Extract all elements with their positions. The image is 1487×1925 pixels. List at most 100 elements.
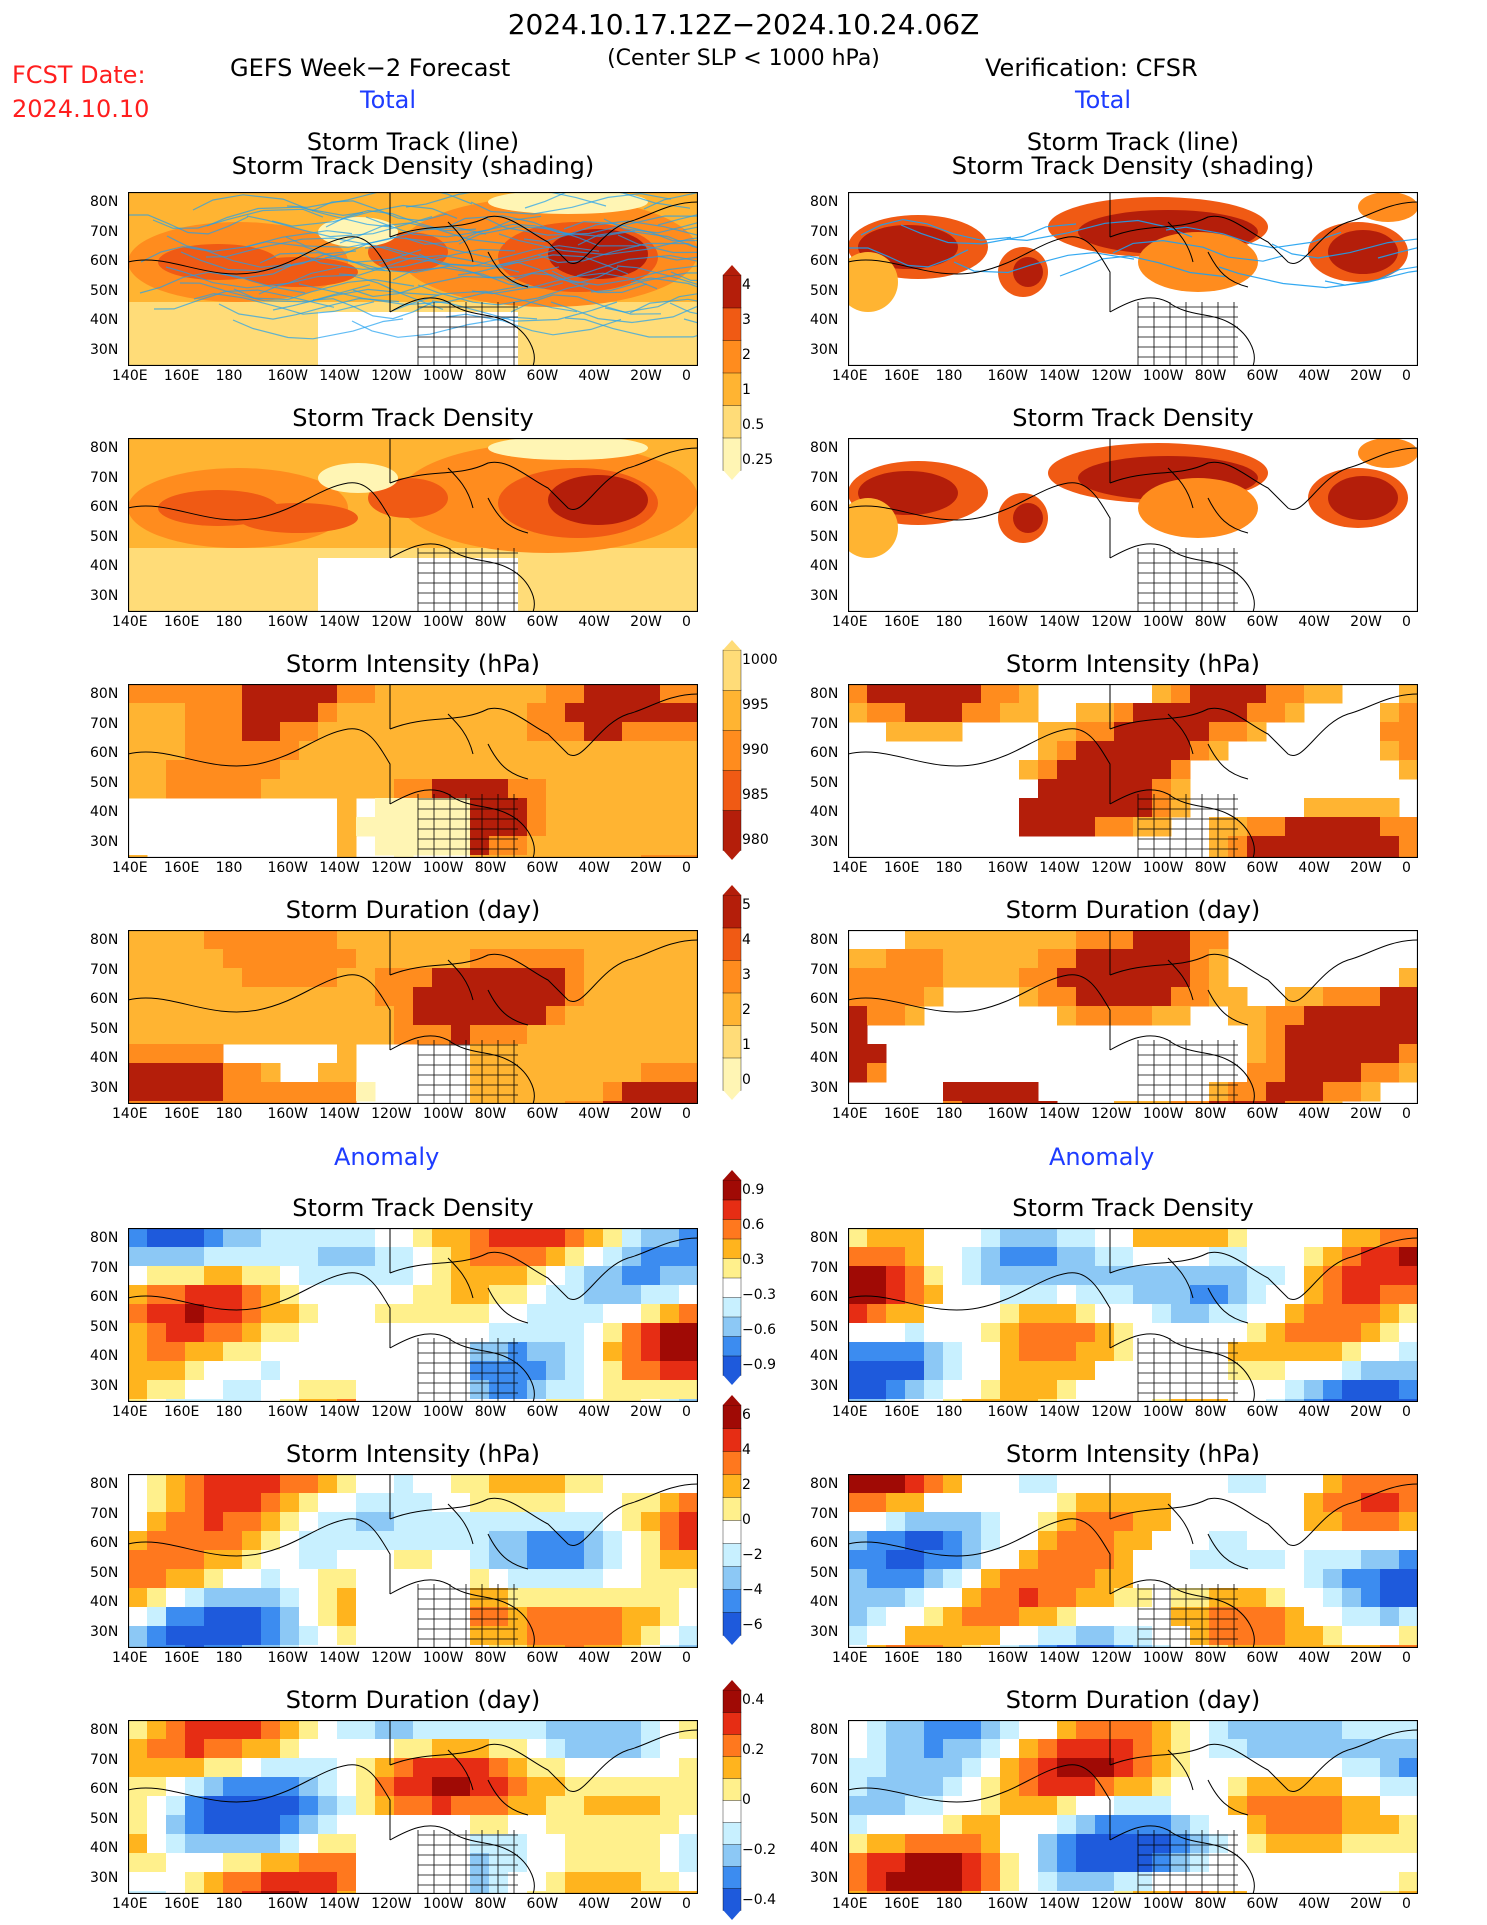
panel-title-dur-forecast: Storm Duration (day) <box>285 896 541 924</box>
lat-tick: 80N <box>810 1476 839 1492</box>
colorbar-label: 0 <box>742 1072 751 1088</box>
lat-tick: 60N <box>810 991 839 1007</box>
lat-tick: 30N <box>90 1869 119 1886</box>
lon-tick: 180 <box>215 1404 243 1420</box>
map-dens-verification <box>848 438 1418 612</box>
panel-title-adur-forecast: Storm Duration (day) <box>285 1686 541 1714</box>
lat-tick: 30N <box>90 341 119 358</box>
map-dur-forecast <box>128 930 698 1104</box>
map-adens-forecast <box>128 1228 698 1402</box>
lat-tick: 80N <box>810 1722 839 1738</box>
lon-tick: 140W <box>1039 1404 1080 1420</box>
lon-tick: 60W <box>1246 1896 1279 1912</box>
lon-tick: 140E <box>832 614 868 630</box>
panel-title-int-forecast: Storm Intensity (hPa) <box>286 650 540 678</box>
colorbar-label: −0.4 <box>742 1892 776 1908</box>
panel-title-track-forecast: Storm Track (line) <box>306 128 520 156</box>
map-adur-verification <box>848 1720 1418 1894</box>
lat-tick: 30N <box>90 1623 119 1640</box>
lat-tick: 60N <box>810 1535 839 1551</box>
lon-tick: 0 <box>1402 368 1411 384</box>
main-title: 2024.10.17.12Z−2024.10.24.06Z <box>507 8 980 41</box>
lon-tick: 40W <box>1298 860 1331 876</box>
map-aint-verification <box>848 1474 1418 1648</box>
lat-tick: 80N <box>810 1230 839 1246</box>
colorbar-label: 4 <box>742 1442 751 1458</box>
colorbar-intensity_total <box>722 640 742 860</box>
lon-tick: 80W <box>474 368 507 384</box>
lat-tick: 60N <box>810 499 839 515</box>
lat-tick: 40N <box>810 1050 839 1066</box>
lat-tick: 40N <box>810 1348 839 1364</box>
lat-tick: 70N <box>810 1505 839 1522</box>
panel-title-dens-verification: Storm Track Density <box>1012 404 1254 432</box>
lon-tick: 140W <box>319 1106 360 1122</box>
map-track-verification <box>848 192 1418 366</box>
lat-tick: 60N <box>90 1535 119 1551</box>
lat-tick: 30N <box>90 1377 119 1394</box>
colorbar-label: 2 <box>742 347 751 363</box>
lat-tick: 40N <box>90 1050 119 1066</box>
lat-tick: 70N <box>90 469 119 486</box>
lon-tick: 160W <box>267 1106 309 1122</box>
lat-tick: 30N <box>810 1869 839 1886</box>
lon-tick: 60W <box>1246 860 1279 876</box>
panel-title-int-verification: Storm Intensity (hPa) <box>1006 650 1260 678</box>
lon-tick: 120W <box>1091 368 1132 384</box>
panel-title-track-verification: Storm Track (line) <box>1026 128 1240 156</box>
lon-tick: 20W <box>1350 1106 1382 1122</box>
left-anomaly-label: Anomaly <box>334 1143 440 1171</box>
lat-tick: 80N <box>90 1476 119 1492</box>
lat-tick: 50N <box>90 1564 119 1581</box>
lat-tick: 40N <box>90 804 119 820</box>
lat-tick: 30N <box>810 341 839 358</box>
lon-tick: 40W <box>1298 614 1331 630</box>
lon-tick: 140E <box>112 368 148 384</box>
lon-tick: 140E <box>832 1404 868 1420</box>
lon-tick: 140E <box>112 860 148 876</box>
left-column-title: GEFS Week−2 Forecast <box>230 54 511 82</box>
lat-tick: 30N <box>810 833 839 850</box>
lon-tick: 160W <box>987 1896 1029 1912</box>
lat-tick: 60N <box>810 253 839 269</box>
lon-tick: 180 <box>935 1896 963 1912</box>
panel-title-track-verification-2: Storm Track Density (shading) <box>951 152 1315 180</box>
lon-tick: 60W <box>526 1106 559 1122</box>
colorbar-label: −6 <box>742 1617 763 1633</box>
panel-title-adens-verification: Storm Track Density <box>1012 1194 1254 1222</box>
lon-tick: 140E <box>832 368 868 384</box>
lat-tick: 50N <box>810 282 839 299</box>
lon-tick: 60W <box>1246 614 1279 630</box>
lon-tick: 180 <box>215 860 243 876</box>
lon-tick: 140W <box>319 1650 360 1666</box>
lon-tick: 180 <box>935 1650 963 1666</box>
panel-title-aint-forecast: Storm Intensity (hPa) <box>286 1440 540 1468</box>
lon-tick: 120W <box>371 860 412 876</box>
colorbar-label: 980 <box>742 832 769 848</box>
lon-tick: 160W <box>267 614 309 630</box>
fcst-date-value: 2024.10.10 <box>12 95 150 123</box>
colorbar-density_total <box>722 265 742 480</box>
lon-tick: 100W <box>1142 1404 1184 1420</box>
lat-tick: 50N <box>90 1020 119 1037</box>
lat-tick: 50N <box>810 774 839 791</box>
lon-tick: 180 <box>935 860 963 876</box>
lon-tick: 80W <box>474 1896 507 1912</box>
lon-tick: 140W <box>1039 1106 1080 1122</box>
lon-tick: 160E <box>163 860 200 876</box>
lon-tick: 140W <box>1039 1896 1080 1912</box>
lat-tick: 60N <box>90 253 119 269</box>
lon-tick: 40W <box>578 1106 611 1122</box>
lon-tick: 20W <box>630 1106 662 1122</box>
lon-tick: 160W <box>987 1650 1029 1666</box>
lon-tick: 80W <box>1194 860 1227 876</box>
colorbar-intensity_anom <box>722 1395 742 1645</box>
lat-tick: 80N <box>810 440 839 456</box>
lon-tick: 20W <box>630 1404 662 1420</box>
lat-tick: 50N <box>810 1810 839 1827</box>
lon-tick: 100W <box>422 1106 464 1122</box>
colorbar-label: 0.9 <box>742 1182 765 1198</box>
lon-tick: 20W <box>1350 368 1382 384</box>
map-int-verification <box>848 684 1418 858</box>
lon-tick: 160W <box>987 860 1029 876</box>
